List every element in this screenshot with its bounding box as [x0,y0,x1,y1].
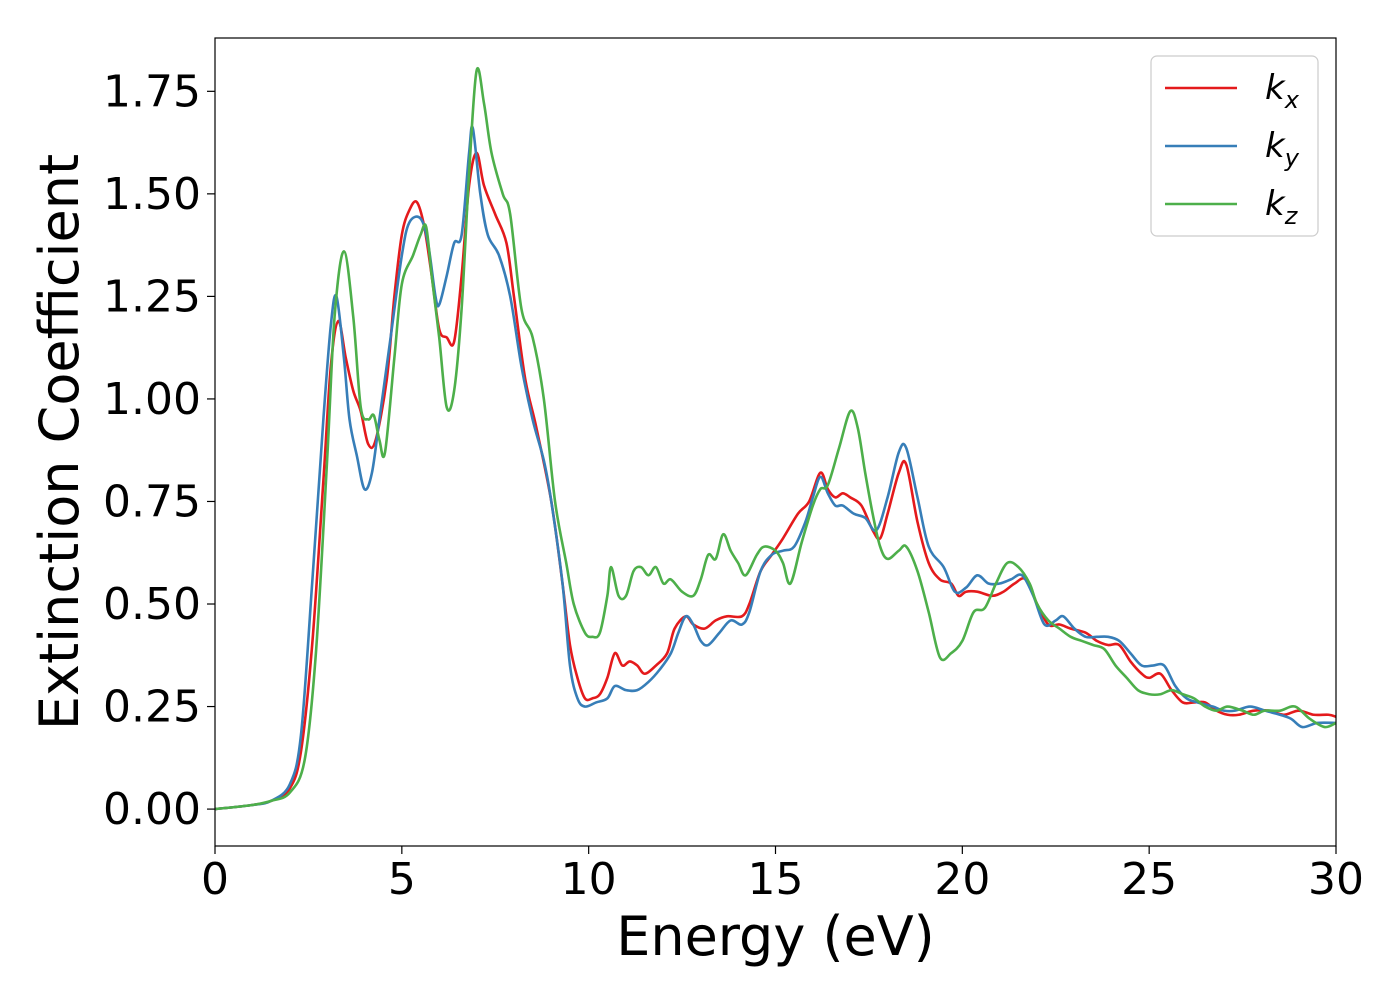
x-tick-label: 5 [388,854,416,905]
y-tick-label: 0.50 [103,579,201,630]
y-tick-label: 0.00 [103,784,201,835]
series-line-x [215,151,1336,811]
x-tick-label: 30 [1308,854,1364,905]
legend: kx ky kz [1150,55,1319,237]
x-tick-label: 10 [561,854,617,905]
x-tick-label: 25 [1121,854,1177,905]
y-tick-label: 1.75 [103,66,201,117]
y-tick-label: 0.75 [103,476,201,527]
series-line-y [215,125,1336,811]
y-tick-label: 1.25 [103,271,201,322]
y-tick-label: 0.25 [103,682,201,733]
y-axis-title: Extinction Coefficient [28,154,91,730]
y-tick-label: 1.00 [103,374,201,425]
x-axis: 0 5 10 15 20 25 30 [201,846,1364,905]
series-line-z [215,67,1336,811]
series-layer [215,67,1336,811]
x-tick-label: 20 [934,854,990,905]
legend-label-x: kx [1265,68,1300,114]
x-tick-label: 15 [748,854,804,905]
legend-label-z: kz [1265,184,1299,230]
x-axis-title: Energy (eV) [616,905,935,968]
y-axis: 0.00 0.25 0.50 0.75 1.00 1.25 1.50 1.75 [103,66,215,835]
legend-label-y: ky [1265,126,1300,172]
x-tick-label: 0 [201,854,229,905]
y-tick-label: 1.50 [103,169,201,220]
